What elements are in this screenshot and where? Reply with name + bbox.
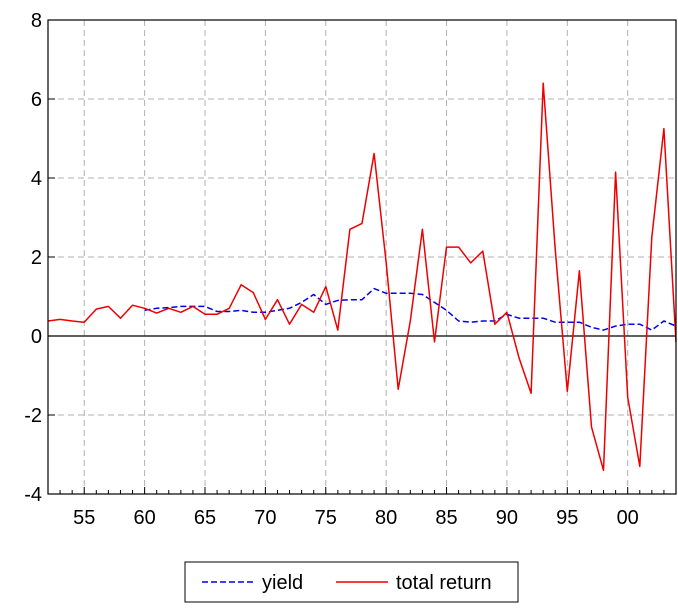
x-tick-label: 85 [435,507,457,529]
legend: yield total return [184,561,519,603]
y-axis-tick-labels: -4 -2 0 2 4 6 8 [24,10,42,506]
y-tick-label: 4 [31,168,42,190]
axis-ticks [47,19,677,495]
x-tick-label: 60 [133,507,155,529]
gridlines [48,20,676,494]
series-line-yield [144,287,677,331]
y-tick-label: 2 [31,247,42,269]
y-tick-label: 6 [31,89,42,111]
x-tick-label: 55 [73,507,95,529]
x-tick-label: 80 [375,507,397,529]
series-line-total-return [47,82,677,472]
x-axis-tick-labels: 55 60 65 70 75 80 85 90 95 00 [73,507,639,529]
x-tick-label: 95 [556,507,578,529]
x-tick-label: 00 [617,507,639,529]
y-tick-label: -4 [24,484,42,506]
series-layer [47,82,677,472]
x-tick-label: 75 [315,507,337,529]
x-tick-label: 65 [194,507,216,529]
y-tick-label: -2 [24,405,42,427]
y-tick-label: 0 [31,326,42,348]
legend-label-yield: yield [262,572,303,594]
x-tick-label: 70 [254,507,276,529]
y-tick-label: 8 [31,10,42,32]
legend-label-total-return: total return [396,572,492,594]
x-tick-label: 90 [496,507,518,529]
